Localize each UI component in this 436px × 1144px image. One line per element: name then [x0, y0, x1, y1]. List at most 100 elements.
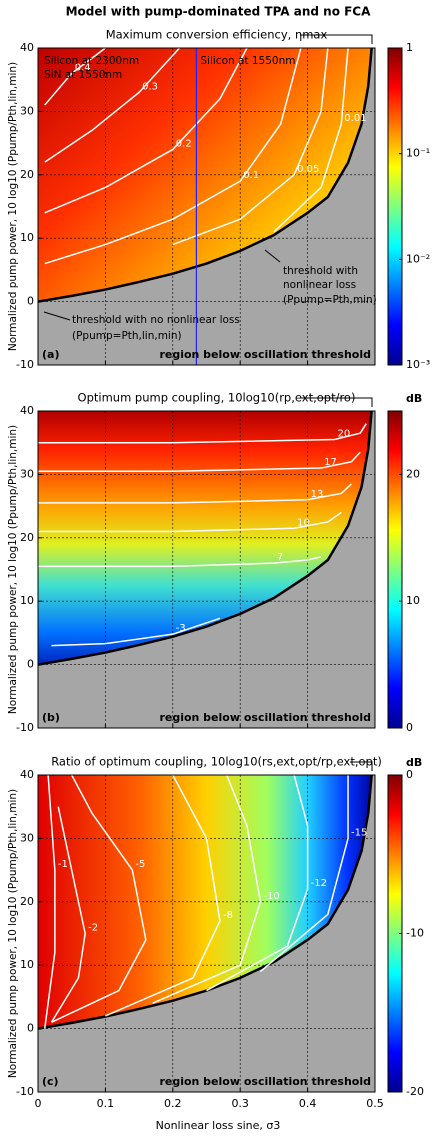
y-tick-label: -10 — [16, 721, 34, 734]
contour-label: -2 — [88, 923, 98, 934]
y-tick-label: 0 — [27, 658, 34, 671]
contour-label: 7 — [277, 552, 283, 563]
contour-line — [51, 617, 221, 647]
contour-line — [172, 48, 329, 246]
panel-title: Ratio of optimum coupling, 10log10(rs,ex… — [51, 755, 382, 769]
y-axis-label: Normalized pump power, 10 log10 (Ppump/P… — [7, 425, 19, 714]
annotation: nonlinear loss — [283, 279, 356, 291]
x-tick-label: 0.2 — [164, 1097, 182, 1110]
arrow — [300, 34, 373, 44]
contour-label: 0.1 — [243, 170, 259, 181]
colorbar-tick-label: -20 — [406, 1085, 424, 1098]
arrow — [264, 249, 281, 263]
contour-label: -5 — [135, 859, 145, 870]
reference-label: Silicon at 1550nm — [200, 55, 295, 67]
y-tick-label: 0 — [27, 1022, 34, 1035]
colorbar — [387, 410, 403, 729]
panel-label: (a) — [42, 348, 59, 361]
panel-label: (c) — [42, 1075, 59, 1088]
plot-area: 0.4 0.3 0.2 0.1 0.05 0.01 — [38, 48, 375, 365]
colorbar-unit: dB — [406, 756, 422, 769]
contour-label: 13 — [311, 489, 324, 500]
y-tick-label: 40 — [20, 768, 34, 781]
contour-line — [273, 48, 349, 233]
below-threshold-region — [38, 48, 375, 365]
threshold-curve — [38, 48, 373, 303]
colorbar-tick-label: -10 — [406, 927, 424, 940]
y-tick-label: 20 — [20, 531, 34, 544]
contour-line — [44, 48, 106, 106]
contour-line — [50, 806, 86, 1023]
region-label: region below oscillation threshold — [159, 1075, 371, 1088]
y-tick-label: 10 — [20, 231, 34, 244]
contour-line — [105, 775, 221, 1017]
y-tick-label: 40 — [20, 404, 34, 417]
region-label: region below oscillation threshold — [159, 711, 371, 724]
y-tick-label: 40 — [20, 41, 34, 54]
contour-label: -8 — [223, 910, 233, 921]
annotation: (Ppump=Pth,min) — [283, 294, 377, 306]
annotation: Silicon at 2300nm — [44, 55, 139, 67]
below-threshold-region — [38, 411, 375, 728]
annotation: SiN at 1550nm — [44, 69, 122, 81]
contour-label: 0.05 — [297, 164, 319, 175]
contour-line — [206, 775, 309, 992]
contour-label: -12 — [311, 878, 327, 889]
panel-title: Optimum pump coupling, 10log10(rp,ext,op… — [78, 391, 356, 405]
x-tick-label: 0.3 — [231, 1097, 249, 1110]
contour-label: 17 — [324, 457, 337, 468]
y-tick-label: -10 — [16, 358, 34, 371]
contour-label: -15 — [351, 827, 367, 838]
contour-label: 10 — [297, 517, 310, 528]
contour-line — [38, 483, 352, 504]
y-tick-label: 20 — [20, 895, 34, 908]
plot-frame — [37, 774, 376, 1093]
y-tick-label: 30 — [20, 831, 34, 844]
y-axis-label: Normalized pump power, 10 log10 (Ppump/P… — [7, 789, 19, 1078]
annotations: Silicon at 2300nm SiN at 1550nm threshol… — [43, 34, 377, 771]
y-tick-label: 30 — [20, 467, 34, 480]
y-tick-label: 30 — [20, 104, 34, 117]
threshold-curve — [38, 775, 373, 1030]
x-tick-label: 0.1 — [97, 1097, 115, 1110]
contour-line — [44, 48, 181, 163]
contour-label: 0.3 — [142, 81, 158, 92]
contour-line — [38, 451, 361, 472]
region-label: region below oscillation threshold — [159, 348, 371, 361]
y-tick-label: 10 — [20, 958, 34, 971]
contour-line — [152, 775, 262, 1004]
contour-line — [38, 423, 367, 444]
plot-area: -3 7 10 13 17 20 — [38, 411, 375, 728]
contour-label: 0.01 — [344, 113, 366, 124]
colorbar-tick-label: 0 — [406, 721, 413, 734]
panel-label: (b) — [42, 711, 60, 724]
plot-area: -1 -2 -5 -8 -10 -12 -15 — [38, 775, 375, 1092]
annotation: threshold with no nonlinear loss — [72, 314, 240, 326]
plot-frame — [37, 410, 376, 729]
contour-label: 0.4 — [75, 62, 91, 73]
contour-label: -1 — [58, 859, 68, 870]
arrow — [43, 311, 71, 321]
y-axis-label: Normalized pump power, 10 log10 (Ppump/P… — [7, 62, 19, 351]
contour-line — [44, 48, 302, 265]
contour-label: -10 — [263, 891, 279, 902]
contour-line — [38, 556, 322, 568]
contour-label: 20 — [338, 429, 351, 440]
arrow — [300, 397, 373, 407]
figure-title: Model with pump-dominated TPA and no FCA — [66, 5, 372, 19]
colorbar-tick-label: 10 — [406, 594, 420, 607]
x-tick-label: 0 — [35, 1097, 42, 1110]
annotation: threshold with — [283, 265, 358, 277]
y-tick-label: 0 — [27, 295, 34, 308]
threshold-curve — [38, 411, 373, 666]
contour-label: 0.2 — [176, 138, 192, 149]
colorbar-tick-label: 20 — [406, 467, 420, 480]
contour-line — [51, 775, 147, 1023]
colorbar-tick-label: 10⁻² — [406, 252, 430, 265]
contour-line — [44, 48, 248, 214]
panel-title: Maximum conversion efficiency, ηmax — [106, 28, 328, 42]
plot-frame — [37, 47, 376, 366]
colorbar-tick-label: 10⁻¹ — [406, 147, 430, 160]
contour-line — [259, 775, 349, 973]
annotation: (Ppump=Pth,lin,min) — [72, 330, 182, 342]
